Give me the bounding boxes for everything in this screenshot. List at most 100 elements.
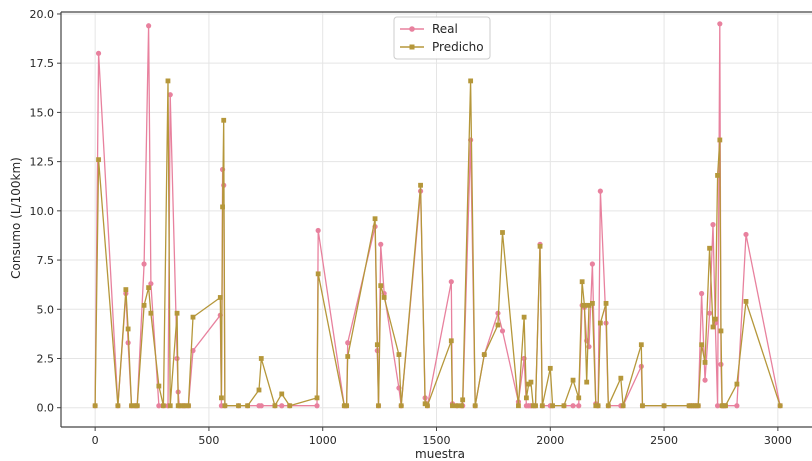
data-point-real [378,241,384,247]
data-point-predicho [547,365,553,371]
data-point-predicho [595,403,601,409]
data-point-predicho [695,403,701,409]
data-point-predicho [533,403,538,409]
data-point-real [448,279,454,285]
data-point-predicho [450,403,455,409]
tick-labels: 0 500 1000 1500 2000 2500 3000 0.0 2.5 5.0 7.5 10.0… [30,8,792,447]
data-point-predicho [597,320,603,326]
data-point-predicho [584,379,590,385]
data-point-predicho [141,302,147,308]
data-point-predicho [125,326,131,332]
data-point-predicho [167,403,173,409]
data-point-real [710,222,716,228]
data-point-predicho [315,271,321,277]
data-point-predicho [236,403,241,409]
data-point-predicho [734,381,740,387]
data-point-predicho [256,387,262,393]
data-point-predicho [182,403,188,409]
data-point-predicho [372,216,378,222]
data-point-predicho [723,403,728,409]
legend-marker-predicho [409,44,415,50]
data-point-predicho [718,328,724,334]
x-tick-label: 0 [92,434,99,447]
x-tick-label: 2000 [536,434,564,447]
data-point-predicho [570,377,576,383]
data-point-predicho [156,383,162,389]
data-point-real [706,310,713,316]
data-point-predicho [123,287,129,292]
data-point-predicho [579,279,585,285]
data-point-real [167,92,173,98]
y-tick-label: 0.0 [37,402,55,415]
data-point-real [141,261,147,267]
y-tick-label: 10.0 [30,205,55,218]
data-point-real [148,281,154,287]
data-point-predicho [92,403,98,409]
series-real [92,21,783,409]
data-point-real [734,403,740,409]
data-point-predicho [396,352,402,357]
data-point-predicho [219,395,224,401]
data-point-real [699,290,705,297]
data-point-predicho [381,295,387,300]
data-point-predicho [217,295,223,300]
x-tick-label: 1500 [423,434,451,447]
data-point-predicho [448,338,454,344]
data-point-predicho [221,117,227,123]
data-point-predicho [398,403,404,409]
data-point-predicho [521,314,527,320]
y-axis-label: Consumo (L/100km) [9,157,23,279]
data-point-real [345,340,351,346]
y-tick-label: 5.0 [37,303,55,316]
data-point-predicho [134,403,140,409]
axes [57,11,812,431]
data-point-predicho [472,403,478,409]
y-tick-label: 15.0 [30,106,55,119]
data-point-predicho [661,403,667,409]
data-point-predicho [603,300,609,306]
data-point-predicho [161,403,166,409]
data-point-predicho [586,302,592,308]
data-point-real [576,403,582,409]
legend-label-predicho: Predicho [432,40,484,54]
data-point-predicho [314,395,320,401]
y-tick-label: 7.5 [37,254,55,267]
series-line-real [94,23,781,407]
data-point-predicho [220,204,225,210]
data-point-predicho [165,78,171,84]
x-tick-label: 2500 [650,434,678,447]
data-point-predicho [550,403,555,409]
data-point-predicho [702,360,708,365]
data-point-predicho [605,403,611,409]
data-point-real [589,261,595,267]
data-point-predicho [345,354,351,359]
x-axis-label: muestra [415,447,465,461]
data-point-predicho [376,403,381,409]
y-tick-label: 2.5 [37,352,55,365]
data-point-predicho [589,300,595,306]
data-point-real [314,403,320,409]
data-point-predicho [638,342,644,348]
data-point-predicho [459,403,464,409]
data-point-predicho [523,395,529,401]
data-point-real [279,403,285,409]
legend-label-real: Real [432,22,458,36]
series-group [92,21,783,409]
data-point-predicho [190,314,196,320]
data-point-predicho [699,342,705,348]
data-point-real [743,231,749,238]
legend-marker-real [409,26,415,32]
data-point-predicho [222,403,228,409]
data-point-predicho [374,342,380,348]
data-point-real [258,403,264,409]
data-point-predicho [454,403,460,409]
data-point-predicho [576,395,582,401]
data-point-predicho [272,403,278,409]
y-tick-label: 20.0 [30,8,55,21]
data-point-predicho [129,403,134,409]
data-point-real [717,21,723,27]
data-point-predicho [528,379,534,385]
data-point-real [570,403,576,409]
data-point-real [702,377,708,383]
